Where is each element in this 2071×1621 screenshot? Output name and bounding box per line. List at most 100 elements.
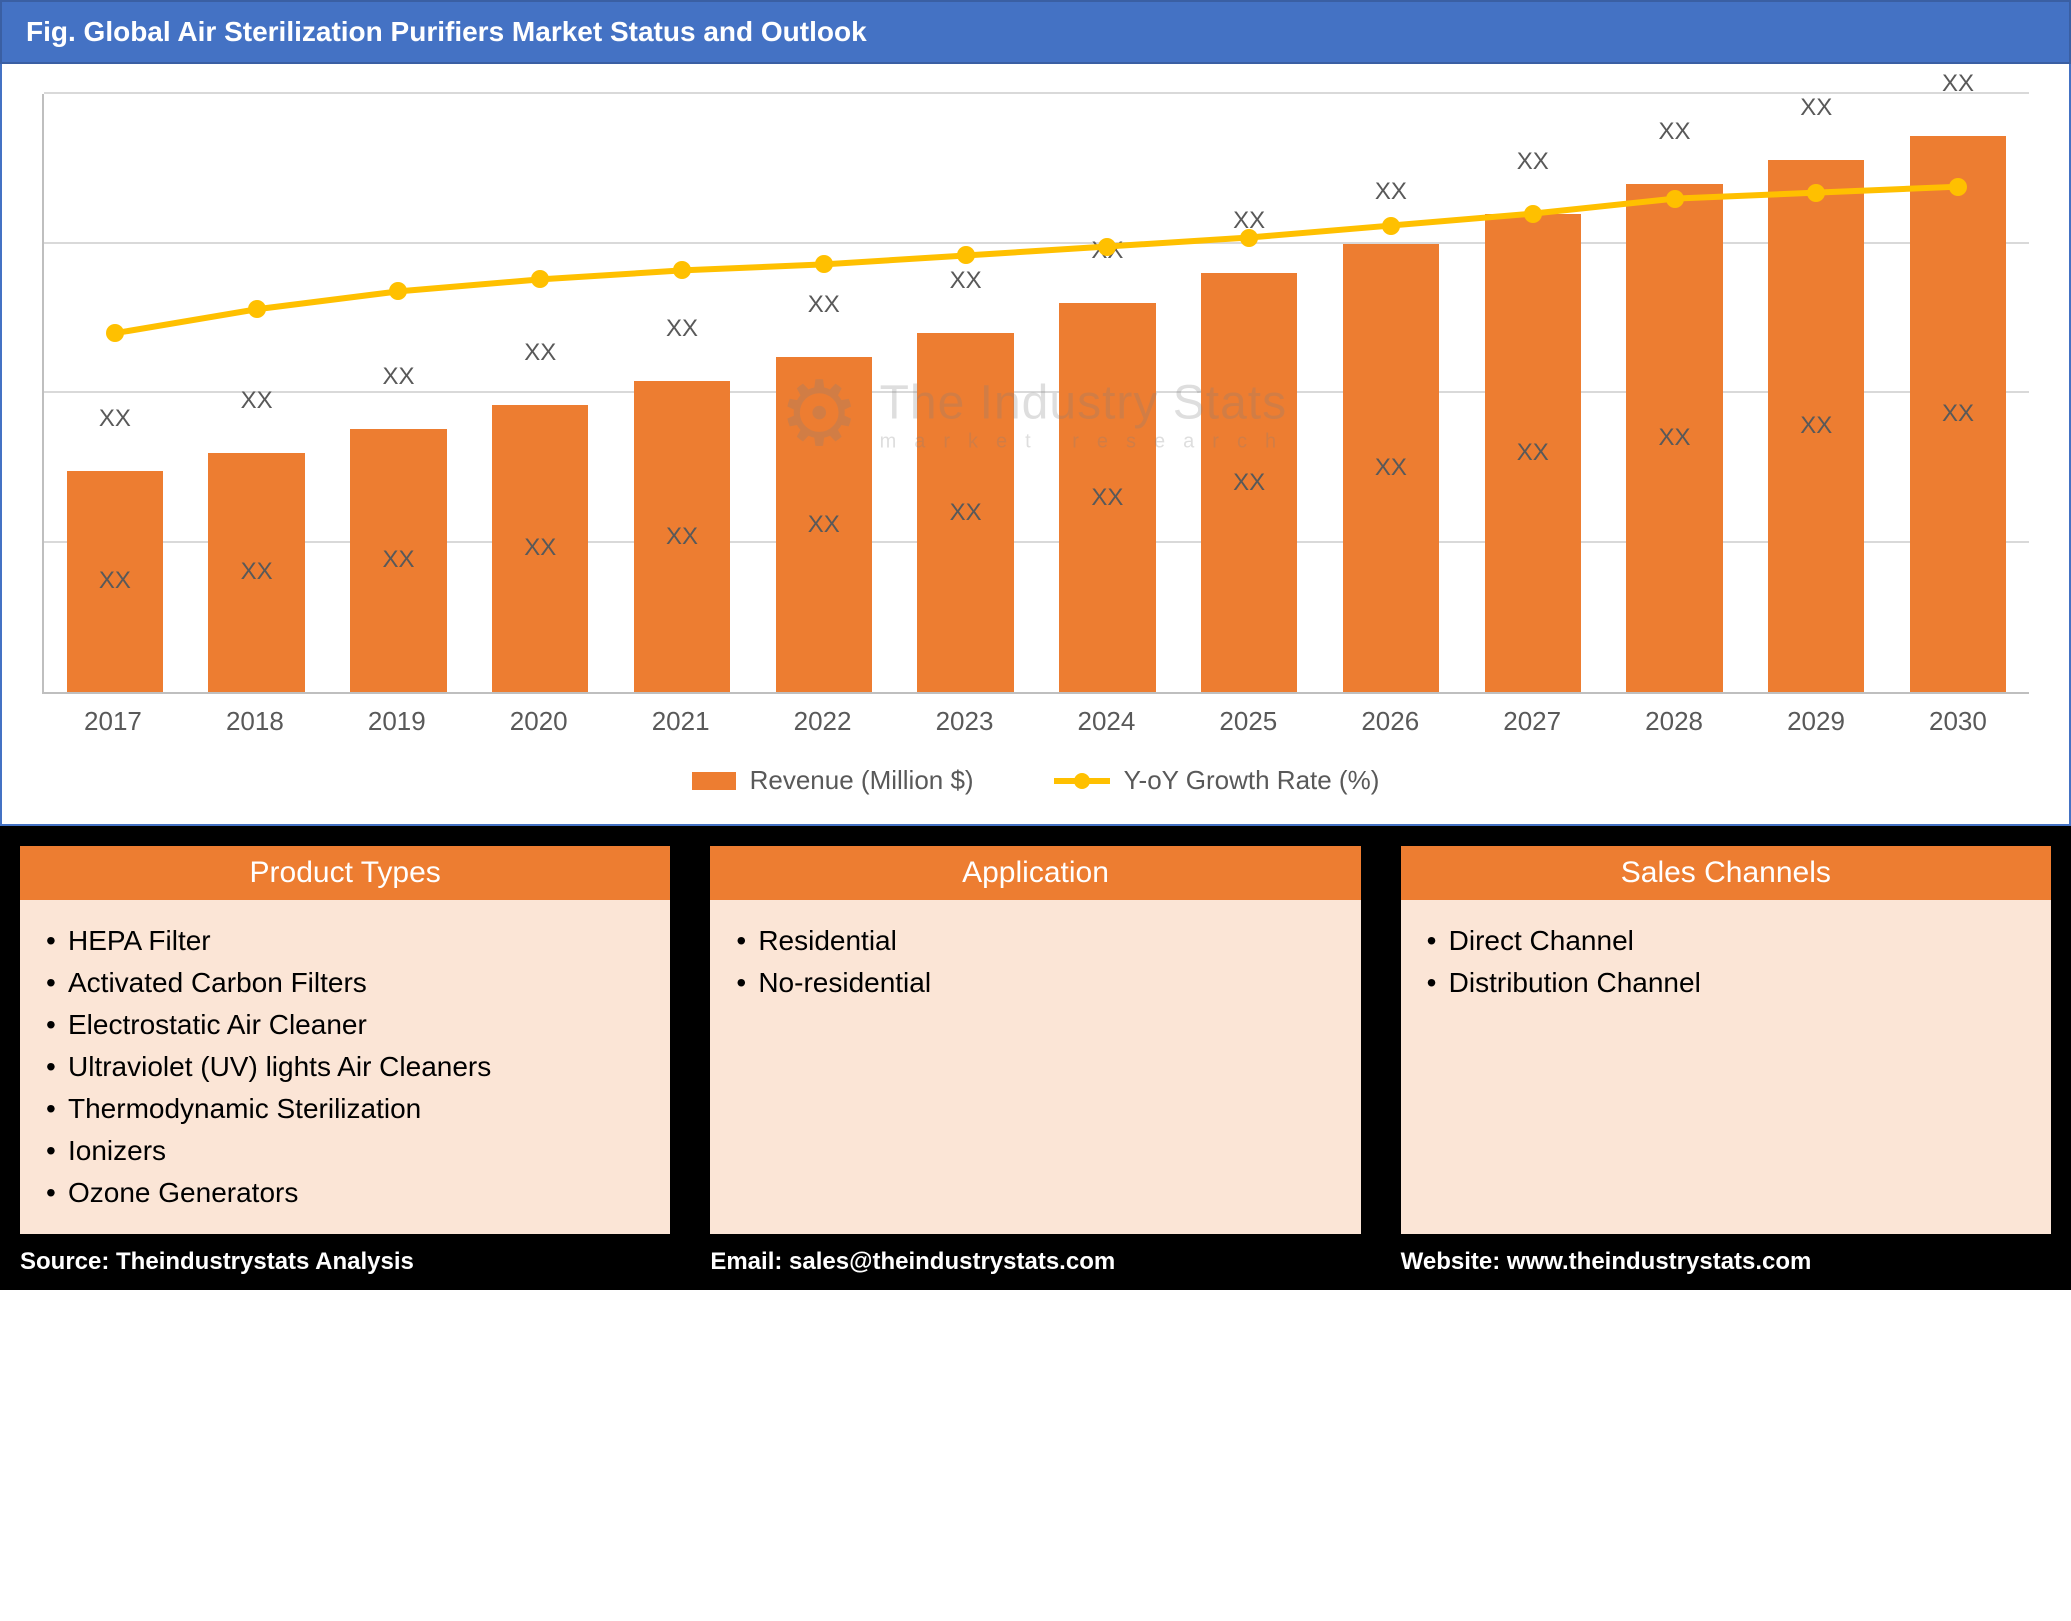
x-tick: 2018 (184, 706, 326, 737)
line-marker (1382, 217, 1400, 235)
legend-swatch-bar (692, 772, 736, 790)
bar: XX (1768, 160, 1864, 692)
line-marker (1666, 190, 1684, 208)
bar-inner-label: XX (1800, 412, 1832, 440)
plot-area: XX XX XX XX XX XX XX XX XX XX XX XX XX XX XX XX XX XX XX XX… (42, 94, 2029, 694)
legend-item-revenue: Revenue (Million $) (692, 765, 974, 796)
line-marker (1949, 178, 1967, 196)
bar-inner-label: XX (1517, 439, 1549, 467)
bar: XX (208, 453, 304, 692)
x-tick: 2027 (1461, 706, 1603, 737)
bars-layer: XX XX XX XX XX XX XX XX XX XX XX XX XX XX XX XX XX XX XX XX… (44, 94, 2029, 692)
bar-inner-label: XX (1091, 484, 1123, 512)
bar-inner-label: XX (1658, 424, 1690, 452)
bar: XX (1910, 136, 2006, 692)
bar-slot: XX XX (44, 94, 186, 692)
panel-header: Product Types (20, 846, 670, 900)
bar-inner-label: XX (666, 523, 698, 551)
panel-header: Sales Channels (1401, 846, 2051, 900)
bar: XX (776, 357, 872, 692)
category-panel: Product Types HEPA FilterActivated Carbon… (20, 846, 670, 1234)
bar-slot: XX XX (1462, 94, 1604, 692)
line-marker (1098, 238, 1116, 256)
bar-slot: XX XX (1604, 94, 1746, 692)
bar-inner-label: XX (99, 567, 131, 595)
panel-list-item: Thermodynamic Sterilization (46, 1088, 644, 1130)
line-marker (1807, 184, 1825, 202)
bar-slot: XX XX (895, 94, 1037, 692)
x-tick: 2026 (1319, 706, 1461, 737)
footer-website: Website: www.theindustrystats.com (1401, 1248, 2051, 1276)
panel-body: Direct ChannelDistribution Channel (1401, 900, 2051, 1234)
bar-inner-label: XX (382, 546, 414, 574)
panel-list: HEPA FilterActivated Carbon FiltersElect… (46, 920, 644, 1214)
footer-source: Source: Theindustrystats Analysis (20, 1248, 670, 1276)
panel-list-item: Electrostatic Air Cleaner (46, 1004, 644, 1046)
x-tick: 2019 (326, 706, 468, 737)
chart-container: XX XX XX XX XX XX XX XX XX XX XX XX XX XX XX XX XX XX XX XX… (0, 64, 2071, 826)
panel-list-item: Distribution Channel (1427, 962, 2025, 1004)
panel-list-item: Direct Channel (1427, 920, 2025, 962)
category-panel: Application ResidentialNo-residential (710, 846, 1360, 1234)
bar-top-label: XX (1942, 70, 1974, 98)
bar: XX (917, 333, 1013, 692)
footer-row: Source: Theindustrystats Analysis Email:… (0, 1242, 2071, 1290)
x-tick: 2028 (1603, 706, 1745, 737)
bar: XX (1485, 214, 1581, 692)
bar-slot: XXXX (1036, 94, 1178, 692)
bar-top-label: XX (1658, 118, 1690, 146)
x-axis: 2017201820192020202120222023202420252026… (42, 706, 2029, 737)
bar-inner-label: XX (1942, 400, 1974, 428)
x-tick: 2024 (1035, 706, 1177, 737)
bar: XX (67, 471, 163, 692)
bar: XX (1201, 273, 1297, 692)
x-tick: 2017 (42, 706, 184, 737)
bar-top-label: XX (1517, 148, 1549, 176)
bar: XX (634, 381, 730, 692)
bar-slot: XXXX (469, 94, 611, 692)
bar-slot: XX XX (328, 94, 470, 692)
bar-top-label: XX (666, 315, 698, 343)
bar: XX (1626, 184, 1722, 692)
x-tick: 2025 (1177, 706, 1319, 737)
category-panels-row: Product Types HEPA FilterActivated Carbon… (0, 826, 2071, 1242)
bar-top-label: XX (382, 363, 414, 391)
bar: XX (1343, 244, 1439, 693)
panel-body: HEPA FilterActivated Carbon FiltersElect… (20, 900, 670, 1234)
panel-list-item: No-residential (736, 962, 1334, 1004)
panel-list-item: Ionizers (46, 1130, 644, 1172)
x-tick: 2022 (752, 706, 894, 737)
bar-top-label: XX (99, 405, 131, 433)
bar-top-label: XX (950, 267, 982, 295)
bar-top-label: XX (241, 387, 273, 415)
panel-list-item: Ultraviolet (UV) lights Air Cleaners (46, 1046, 644, 1088)
panel-list: ResidentialNo-residential (736, 920, 1334, 1004)
legend-swatch-line (1054, 778, 1110, 784)
bar-inner-label: XX (950, 499, 982, 527)
category-panel: Sales Channels Direct ChannelDistribution… (1401, 846, 2051, 1234)
footer-email: Email: sales@theindustrystats.com (710, 1248, 1360, 1276)
bar-slot: XXXX (1320, 94, 1462, 692)
x-tick: 2020 (468, 706, 610, 737)
bar-slot: XXXX (1178, 94, 1320, 692)
x-tick: 2023 (894, 706, 1036, 737)
x-tick: 2029 (1745, 706, 1887, 737)
bar: XX (1059, 303, 1155, 692)
bar-top-label: XX (808, 291, 840, 319)
legend-item-growth: Y-oY Growth Rate (%) (1054, 765, 1380, 796)
legend-bar-label: Revenue (Million $) (750, 765, 974, 796)
bar: XX (350, 429, 446, 692)
bar-slot: XX XX (753, 94, 895, 692)
bar-inner-label: XX (808, 511, 840, 539)
figure-title-bar: Fig. Global Air Sterilization Purifiers … (0, 0, 2071, 64)
panel-list: Direct ChannelDistribution Channel (1427, 920, 2025, 1004)
bar-slot: XX XX (186, 94, 328, 692)
panel-body: ResidentialNo-residential (710, 900, 1360, 1234)
bar: XX (492, 405, 588, 692)
line-marker (957, 246, 975, 264)
line-marker (248, 300, 266, 318)
panel-header: Application (710, 846, 1360, 900)
line-marker (106, 324, 124, 342)
line-marker (1524, 205, 1542, 223)
bar-inner-label: XX (1375, 454, 1407, 482)
